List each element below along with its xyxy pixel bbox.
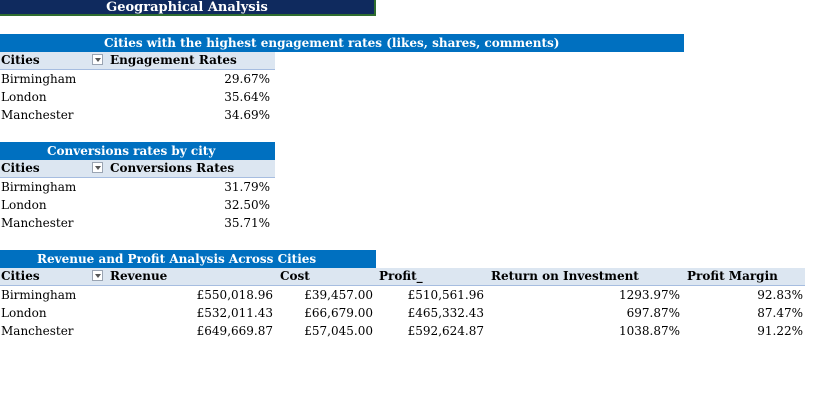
revenue-profit-1: £510,561.96: [407, 288, 484, 302]
revenue-roi-1: 1293.97%: [618, 288, 680, 302]
revenue-col-cost: Cost: [280, 269, 310, 283]
revenue-table-title: Revenue and Profit Analysis Across Citie…: [0, 250, 376, 268]
conversion-city-1: Birmingham: [1, 180, 77, 194]
engagement-col-cities: Cities: [1, 53, 40, 67]
engagement-col-rates: Engagement Rates: [110, 53, 237, 67]
revenue-cost-2: £66,679.00: [304, 306, 373, 320]
engagement-city-3: Manchester: [1, 108, 74, 122]
revenue-roi-3: 1038.87%: [618, 324, 680, 338]
revenue-city-1: Birmingham: [1, 288, 77, 302]
filter-dropdown-icon: [92, 54, 103, 65]
revenue-margin-3: 91.22%: [757, 324, 803, 338]
engagement-cities-filter[interactable]: [92, 52, 106, 69]
conversion-rate-2: 32.50%: [224, 198, 270, 212]
revenue-cities-filter[interactable]: [92, 268, 106, 285]
revenue-revenue-3: £649,669.87: [196, 324, 273, 338]
engagement-rate-3: 34.69%: [224, 108, 270, 122]
conversion-city-3: Manchester: [1, 216, 74, 230]
revenue-header-row: Cities Revenue Cost Profit_ Return on In…: [0, 268, 805, 286]
engagement-city-1: Birmingham: [1, 72, 77, 86]
page-title: Geographical Analysis: [0, 0, 376, 16]
conversion-col-rates: Conversions Rates: [110, 161, 235, 175]
conversion-rate-1: 31.79%: [224, 180, 270, 194]
revenue-col-revenue: Revenue: [110, 269, 168, 283]
conversion-table-title-text: Conversions rates by city: [47, 144, 216, 158]
revenue-city-2: London: [1, 306, 47, 320]
revenue-roi-2: 697.87%: [626, 306, 680, 320]
revenue-margin-2: 87.47%: [757, 306, 803, 320]
revenue-city-3: Manchester: [1, 324, 74, 338]
engagement-rate-2: 35.64%: [224, 90, 270, 104]
conversion-table-title: Conversions rates by city: [0, 142, 275, 160]
conversion-rate-3: 35.71%: [224, 216, 270, 230]
revenue-col-cities: Cities: [1, 269, 40, 283]
revenue-col-roi: Return on Investment: [491, 269, 639, 283]
conversion-header-row: Cities Conversions Rates: [0, 160, 275, 178]
filter-dropdown-icon: [92, 162, 103, 173]
conversion-col-cities: Cities: [1, 161, 40, 175]
conversion-city-2: London: [1, 198, 47, 212]
revenue-table-title-text: Revenue and Profit Analysis Across Citie…: [37, 252, 317, 266]
revenue-margin-1: 92.83%: [757, 288, 803, 302]
engagement-table-title: Cities with the highest engagement rates…: [0, 34, 684, 52]
filter-dropdown-icon: [92, 270, 103, 281]
revenue-revenue-2: £532,011.43: [196, 306, 273, 320]
revenue-profit-3: £592,624.87: [407, 324, 484, 338]
revenue-revenue-1: £550,018.96: [196, 288, 273, 302]
revenue-col-margin: Profit Margin: [687, 269, 778, 283]
revenue-cost-3: £57,045.00: [304, 324, 373, 338]
engagement-header-row: Cities Engagement Rates: [0, 52, 275, 70]
engagement-table-title-text: Cities with the highest engagement rates…: [104, 36, 560, 50]
revenue-cost-1: £39,457.00: [304, 288, 373, 302]
conversion-cities-filter[interactable]: [92, 160, 106, 177]
engagement-city-2: London: [1, 90, 47, 104]
revenue-col-profit: Profit_: [379, 269, 423, 283]
revenue-profit-2: £465,332.43: [407, 306, 484, 320]
engagement-rate-1: 29.67%: [224, 72, 270, 86]
